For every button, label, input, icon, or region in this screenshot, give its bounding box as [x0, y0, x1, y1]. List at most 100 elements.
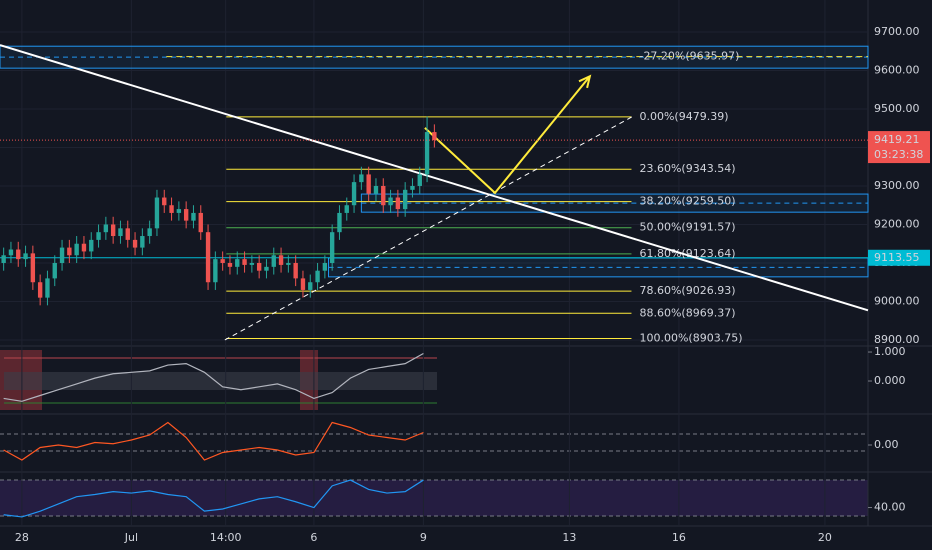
indicator-line [3, 479, 424, 518]
candle-body [388, 197, 393, 206]
candle-body [67, 247, 72, 256]
last-price-label: 9419.21 [874, 133, 920, 146]
fib-label: 88.60%(8969.37) [639, 306, 735, 319]
candle-body [351, 182, 357, 206]
candle-body [235, 259, 240, 267]
x-tick-label: 20 [818, 531, 832, 544]
countdown: 03:23:38 [874, 148, 923, 161]
candle-body [308, 282, 313, 290]
fib-label: 61.80%(9123.64) [639, 247, 735, 260]
x-tick-label: Jul [124, 531, 138, 544]
candle-body [140, 236, 145, 248]
zone [328, 257, 869, 278]
fib-label: -27.20%(9635.97) [639, 50, 739, 63]
candle-body [16, 249, 21, 260]
candle-body [23, 253, 28, 260]
candle-body [256, 262, 262, 271]
candle-body [278, 255, 284, 265]
candle-body [198, 212, 203, 233]
candle-body [176, 209, 182, 213]
y-tick-label: 9300.00 [874, 179, 920, 192]
fib-label: 100.00%(8903.75) [639, 332, 742, 345]
x-tick-label: 9 [420, 531, 427, 544]
candle-body [103, 224, 109, 233]
candle-body [410, 185, 415, 190]
candle-body [191, 212, 196, 221]
x-tick-label: 16 [672, 531, 686, 544]
candle-body [96, 232, 101, 240]
fib-label: 23.60%(9343.54) [639, 162, 735, 175]
candle-body [154, 197, 160, 229]
candle-body [344, 205, 349, 213]
candle-body [59, 247, 65, 263]
candle-body [264, 266, 269, 271]
candle-body [329, 232, 335, 263]
candle-body [249, 262, 255, 265]
y-tick-label: 40.00 [874, 501, 906, 514]
candle-body [37, 282, 43, 298]
y-tick-label: 9600.00 [874, 63, 920, 76]
fib-label: 50.00%(9191.57) [639, 221, 735, 234]
y-tick-label: 9200.00 [874, 217, 920, 230]
candle-body [125, 228, 130, 240]
candle-body [322, 262, 328, 271]
fib-label: 0.00%(9479.39) [639, 110, 728, 123]
x-tick-label: 6 [310, 531, 317, 544]
candle-body [213, 259, 218, 283]
candle-body [118, 228, 123, 237]
candle-body [205, 232, 211, 283]
candle-body [110, 224, 116, 237]
candle-body [242, 259, 247, 265]
candle-body [286, 262, 291, 265]
candle-body [74, 243, 79, 256]
x-tick-label: 14:00 [210, 531, 242, 544]
level-price-box [868, 249, 930, 266]
x-tick-label: 13 [562, 531, 576, 544]
candle-body [162, 197, 167, 206]
candle-body [337, 212, 342, 233]
arrow-head [578, 74, 592, 89]
fib-label: 78.60%(9026.93) [639, 284, 735, 297]
y-tick-label: 9000.00 [874, 294, 920, 307]
candle-body [432, 132, 437, 141]
candle-body [89, 239, 94, 252]
y-tick-label: 9500.00 [874, 102, 920, 115]
dashed-line [224, 114, 636, 341]
candle-body [227, 262, 233, 267]
rsi-band [0, 480, 868, 516]
y-tick-label: 8900.00 [874, 333, 920, 346]
candle-body [366, 174, 371, 194]
last-price-box [868, 131, 930, 164]
candle-body [424, 132, 430, 175]
level-price-label: 9113.55 [874, 251, 920, 264]
y-tick-label: 0.000 [874, 374, 906, 387]
candle-body [373, 185, 379, 194]
y-tick-label: 1.000 [874, 345, 906, 358]
candle-body [8, 249, 14, 256]
candle-body [300, 278, 306, 290]
candle-body [417, 174, 422, 186]
candle-body [132, 239, 138, 248]
candle-body [381, 185, 386, 206]
candle-body [359, 174, 364, 183]
candle-body [52, 262, 57, 279]
candle-body [293, 262, 298, 279]
trend-line [0, 44, 869, 312]
candle-body [271, 255, 276, 267]
indicator-line [3, 352, 424, 402]
y-tick-label: 9700.00 [874, 25, 920, 38]
indicator-line [3, 421, 424, 461]
y-tick-label: 0.00 [874, 438, 899, 451]
candle-body [169, 205, 174, 213]
x-tick-label: 28 [15, 531, 29, 544]
arrow-path [424, 75, 591, 195]
candle-body [81, 243, 87, 252]
candle-body [147, 228, 152, 237]
candle-body [183, 209, 189, 221]
fib-label: 38.20%(9259.50) [639, 195, 735, 208]
candle-body [1, 255, 6, 263]
candle-body [402, 189, 408, 210]
candle-body [220, 259, 225, 263]
candle-body [30, 253, 36, 283]
candle-body [315, 270, 320, 283]
